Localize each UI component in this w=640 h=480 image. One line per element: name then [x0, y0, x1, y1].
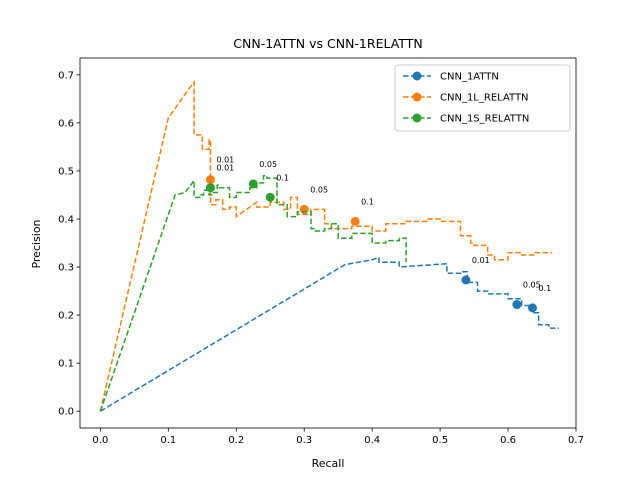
legend-cnn-1s-relattn-marker: [412, 113, 422, 123]
x-axis-label: Recall: [312, 457, 345, 470]
x-tick-label: 0.6: [500, 435, 516, 446]
x-tick-label: 0.3: [296, 435, 312, 446]
annotation-cnn-1attn-1: 0.05: [523, 281, 541, 290]
marker-cnn-1attn-2: [528, 303, 538, 313]
plot-frame: [79, 57, 577, 429]
x-tick-label: 0.1: [160, 435, 176, 446]
y-tick-label: 0.6: [58, 118, 74, 129]
y-tick-label: 0.5: [58, 166, 74, 177]
annotation-cnn-1l-relattn-1: 0.05: [310, 185, 328, 194]
marker-cnn-1s-relattn-0: [205, 183, 215, 193]
marker-cnn-1s-relattn-2: [265, 192, 275, 202]
y-tick-label: 0.3: [58, 263, 74, 274]
marker-cnn-1attn-1: [512, 300, 522, 310]
chart-title: CNN-1ATTN vs CNN-1RELATTN: [233, 36, 422, 51]
plot-area: 0.010.050.10.010.050.10.01 0.050.1: [99, 79, 559, 412]
legend-cnn-1attn-label: CNN_1ATTN: [440, 72, 499, 83]
x-tick-label: 0.7: [568, 435, 584, 446]
y-axis-label: Precision: [30, 219, 43, 268]
y-tick-label: 0.1: [58, 359, 74, 370]
legend-cnn-1l-relattn-marker: [412, 92, 422, 102]
x-tick-label: 0.4: [364, 435, 380, 446]
series-group: [99, 79, 559, 412]
x-tick-label: 0.5: [432, 435, 448, 446]
annotation-cnn-1l-relattn-2: 0.1: [361, 197, 374, 206]
marker-cnn-1attn-0: [461, 275, 471, 285]
legend-cnn-1attn-marker: [412, 71, 422, 81]
series-line-cnn-1attn: [100, 256, 559, 412]
legend: CNN_1ATTN CNN_1L_RELATTN CNN_1S_RELATTN: [394, 64, 571, 132]
annotation-cnn-1attn-2: 0.1: [539, 284, 552, 293]
marker-cnn-1s-relattn-1: [248, 179, 258, 189]
x-tick-label: 0.2: [228, 435, 244, 446]
y-tick-label: 0.0: [58, 407, 74, 418]
annotation-cnn-1s-relattn-2: 0.1: [276, 173, 289, 182]
y-tick-label: 0.4: [58, 214, 74, 225]
marker-cnn-1l-relattn-2: [350, 216, 360, 226]
annotation-cnn-1s-relattn-0: 0.01: [216, 164, 234, 173]
marker-cnn-1l-relattn-0: [205, 175, 215, 185]
legend-cnn-1l-relattn-label: CNN_1L_RELATTN: [440, 93, 529, 104]
annotation-cnn-1s-relattn-1: 0.05: [259, 160, 277, 169]
legend-cnn-1s-relattn-label: CNN_1S_RELATTN: [440, 114, 529, 125]
annotation-cnn-1attn-0: 0.01: [472, 256, 490, 265]
x-tick-label: 0.0: [92, 435, 108, 446]
y-tick-label: 0.7: [58, 70, 74, 81]
legend-box: [394, 64, 571, 132]
y-tick-label: 0.2: [58, 311, 74, 322]
axes: 0.0 0.1 0.2 0.3 0.4 0.5 0.6 0.7 0.0 0.1 0.2 0.3 0.4 0…: [58, 57, 584, 446]
annotation-cnn-1l-relattn-0: 0.01: [216, 156, 234, 165]
series-line-cnn-1l-relattn: [99, 79, 553, 412]
